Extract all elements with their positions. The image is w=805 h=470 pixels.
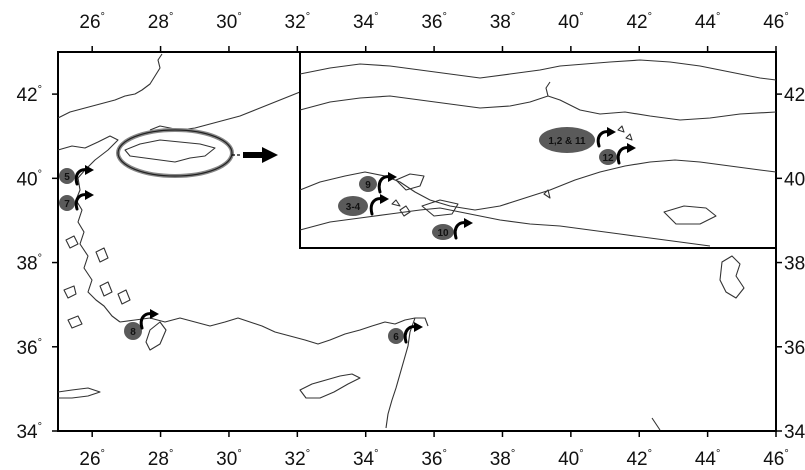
black-sea-coast [57,53,301,131]
inset-iznik-lake [663,205,717,225]
marker-label: 12 [602,153,614,164]
marker-label: 7 [64,199,70,210]
inset-frame [299,51,777,249]
marker-label: 3-4 [346,202,361,213]
marker-10: 10 [432,218,473,240]
inset-pointer-arrow [243,147,278,163]
focus-ellipse-outline [117,129,233,177]
axis-ticks: 26° 26° 28° 28° 30° 30° 32° 32° 34° 34° 36° 36° 38° 3… [16,11,805,470]
y-tick-label-left: 42° [16,84,42,106]
rhodes-island [145,321,167,351]
marker-1-2-11: 1,2 & 11 [539,127,616,153]
x-tick-label-bottom: 26° [79,448,105,470]
cyprus-island [299,373,361,399]
marker-arrowhead [607,127,616,137]
marker-label: 5 [64,172,70,183]
y-tick-label-left: 36° [16,337,42,359]
marker-7: 7 [59,190,94,211]
x-tick-label-bottom: 28° [148,448,174,470]
marker-8: 8 [124,309,159,340]
aegean-islands [63,235,131,329]
x-tick-label-bottom: 32° [285,448,311,470]
x-tick-label-top: 36° [421,11,447,33]
coastlines [57,53,745,431]
marker-label: 6 [393,332,399,343]
x-tick-label-bottom: 36° [421,448,447,470]
x-tick-label-top: 38° [490,11,516,33]
inset-southern-shore [299,207,711,247]
inset-kapidag [421,199,459,217]
x-tick-label-top: 46° [763,11,789,33]
inset-marmara-island [395,173,425,191]
x-tick-label-top: 30° [216,11,242,33]
marker-arrowhead [150,309,159,319]
x-tick-label-bottom: 42° [626,448,652,470]
levant-coast [385,317,416,429]
x-tick-label-top: 28° [148,11,174,33]
marker-6: 6 [388,322,423,344]
inset-islands [391,125,633,217]
marker-arrowhead [388,172,397,182]
marker-arrowhead [380,194,389,204]
y-tick-label-right: 34° [784,421,805,443]
x-tick-label-bottom: 38° [490,448,516,470]
marker-arrowhead [85,165,94,175]
x-tick-label-top: 44° [695,11,721,33]
y-tick-label-right: 42° [784,84,805,106]
gulf-aqaba [651,417,661,431]
y-tick-label-left: 38° [16,253,42,275]
x-tick-label-top: 40° [558,11,584,33]
marker-3-4: 3-4 [338,194,389,216]
east-lake [719,255,745,299]
marker-5: 5 [59,165,94,186]
y-tick-label-right: 38° [784,253,805,275]
site-markers: 1,2 & 11 12 9 3-4 10 [59,127,636,344]
inset-marmara-south [299,159,777,211]
inset-map [299,51,777,249]
inset-bosphorus [545,81,551,97]
y-tick-label-right: 40° [784,168,805,190]
marker-label: 9 [365,180,371,191]
x-tick-label-bottom: 46° [763,448,789,470]
x-tick-label-top: 26° [79,11,105,33]
marker-label: 1,2 & 11 [548,136,586,147]
crete-island [57,387,101,399]
marker-arrowhead [627,143,636,153]
x-tick-label-bottom: 44° [695,448,721,470]
x-tick-label-bottom: 40° [558,448,584,470]
marker-label: 10 [437,228,449,239]
marker-arrowhead [464,218,473,228]
marmara-outline [124,139,216,163]
x-tick-label-top: 34° [353,11,379,33]
inset-black-sea-coast [299,59,777,81]
marker-arrowhead [85,190,94,200]
y-tick-label-left: 34° [16,421,42,443]
thrace-coast [57,135,119,179]
marker-12: 12 [599,143,636,165]
y-tick-label-right: 36° [784,337,805,359]
x-tick-label-top: 32° [285,11,311,33]
marker-label: 8 [130,327,136,338]
y-tick-label-left: 40° [16,168,42,190]
mediterranean-coast [119,317,429,345]
x-tick-label-top: 42° [626,11,652,33]
marker-9: 9 [359,172,397,194]
aegean-coast [75,177,121,323]
marker-arrowhead [414,322,423,332]
x-tick-label-bottom: 30° [216,448,242,470]
x-tick-label-bottom: 34° [353,448,379,470]
